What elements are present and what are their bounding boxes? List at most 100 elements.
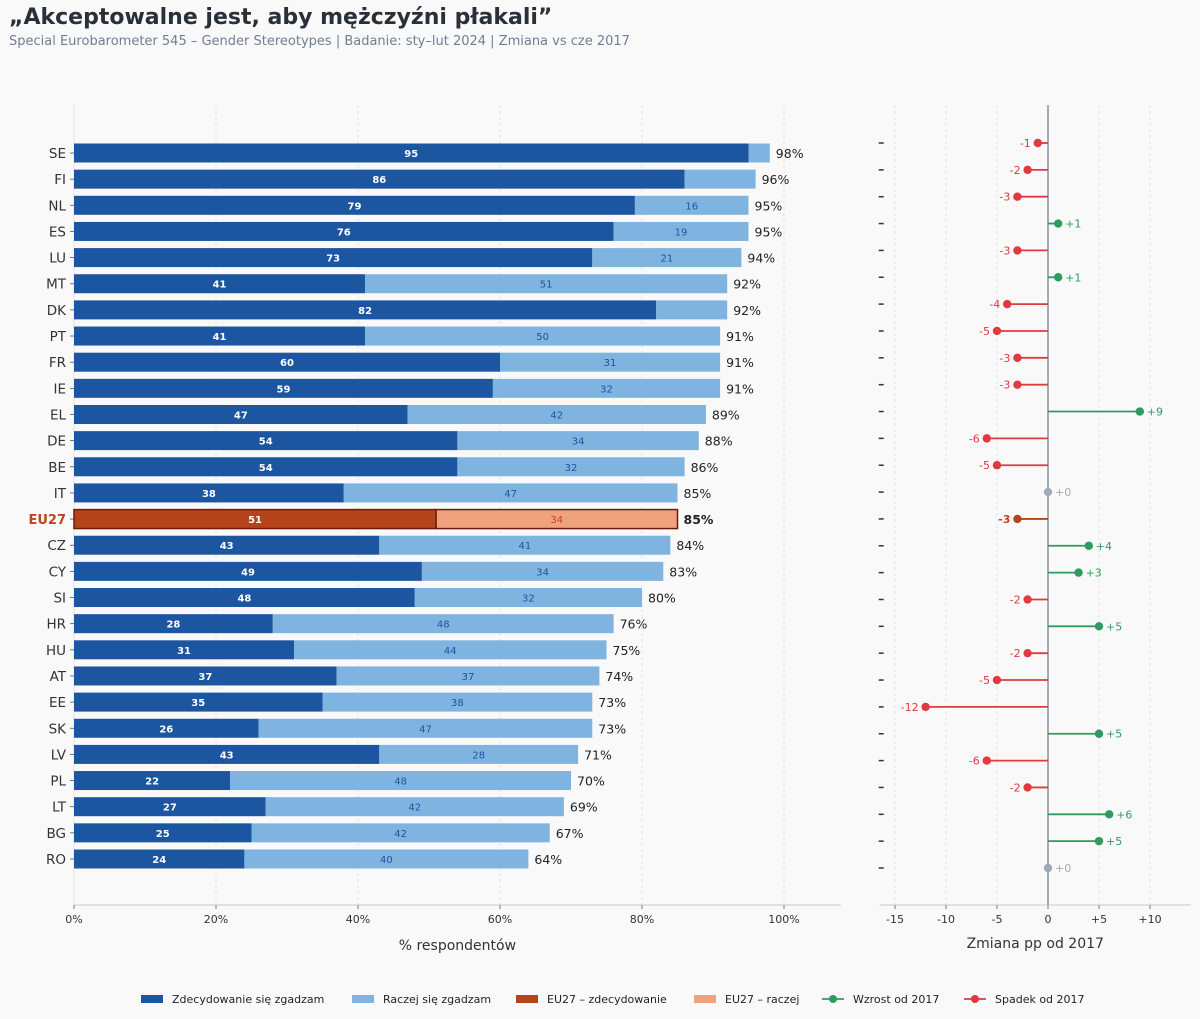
category-label: RO [46, 852, 66, 868]
bar-rather-agree [294, 640, 607, 660]
bar-value-label: 41 [518, 541, 531, 552]
chart-title: „Akceptowalne jest, aby mężczyźni płakal… [9, 5, 553, 30]
total-label: 74% [605, 669, 633, 684]
total-label: 91% [726, 381, 754, 396]
total-label: 92% [733, 277, 761, 292]
bar-value-label: 42 [550, 410, 563, 421]
category-label: SE [49, 146, 66, 162]
bar-rather-agree [500, 352, 721, 372]
change-label: -3 [999, 191, 1010, 204]
total-label: 96% [762, 172, 790, 187]
bar-value-label: 47 [504, 489, 517, 500]
x-tick-label: +5 [1091, 913, 1107, 926]
bar-strongly-agree [74, 797, 266, 817]
change-label: +0 [1055, 862, 1071, 875]
change-label: -6 [969, 755, 980, 768]
lollipop-dot [1084, 541, 1094, 550]
bar-value-label: 48 [394, 777, 407, 788]
category-label: EU27 [28, 513, 66, 528]
bar-value-label: 42 [408, 803, 421, 814]
lollipop-dot [1043, 487, 1053, 497]
bar-value-label: 48 [437, 620, 450, 631]
bar-value-label: 51 [248, 515, 262, 526]
bar-value-label: 40 [380, 855, 393, 866]
bar-strongly-agree [74, 352, 500, 372]
bar-value-label: 59 [276, 384, 290, 395]
bar-strongly-agree [74, 640, 295, 660]
bar-rather-agree [272, 614, 614, 634]
bar-value-label: 44 [444, 646, 457, 657]
bar-strongly-agree [74, 718, 259, 738]
bar-strongly-agree [74, 561, 422, 581]
bar-rather-agree [322, 692, 593, 712]
change-label: -1 [1020, 137, 1031, 150]
bar-value-label: 43 [220, 750, 234, 761]
category-label: MT [46, 277, 67, 293]
lollipop-dot [1135, 407, 1145, 416]
category-label: HU [46, 643, 66, 659]
change-label: +1 [1065, 271, 1081, 284]
bar-strongly-agree [74, 771, 231, 791]
x-axis-title: Zmiana pp od 2017 [967, 936, 1104, 952]
change-label: -2 [1010, 647, 1021, 660]
bar-strongly-agree [74, 248, 593, 268]
bar-value-label: 34 [572, 437, 585, 448]
bar-strongly-agree [74, 614, 273, 634]
legend-swatch [141, 995, 163, 1003]
bar-rather-agree [379, 535, 671, 555]
lollipop-dot [992, 675, 1002, 685]
change-label: -3 [999, 379, 1010, 392]
category-label: PT [50, 329, 67, 345]
bar-rather-agree [365, 274, 728, 294]
bar-strongly-agree [74, 300, 657, 320]
bar-value-label: 26 [159, 724, 173, 735]
bar-value-label: 49 [241, 567, 255, 578]
lollipop-dot [982, 434, 991, 443]
bar-strongly-agree [74, 378, 493, 398]
bar-value-label: 47 [419, 724, 432, 735]
legend-swatch [352, 995, 374, 1003]
bar-strongly-agree [74, 404, 408, 424]
legend-marker [971, 995, 979, 1003]
bar-rather-agree [656, 300, 728, 320]
bar-rather-agree [365, 326, 721, 346]
bar-strongly-agree [74, 588, 415, 608]
lollipop-dot [1054, 219, 1063, 228]
change-label: +5 [1106, 728, 1122, 741]
category-label: CY [49, 564, 67, 580]
bar-value-label: 50 [536, 332, 549, 343]
bar-rather-agree [684, 169, 756, 189]
bar-value-label: 16 [685, 201, 698, 212]
total-label: 71% [584, 747, 612, 762]
bar-value-label: 21 [660, 254, 673, 265]
bar-rather-agree [613, 221, 749, 241]
total-label: 94% [747, 251, 775, 266]
bar-strongly-agree [74, 823, 252, 843]
bar-value-label: 73 [326, 254, 340, 265]
total-label: 75% [613, 643, 641, 658]
x-tick-label: 60% [488, 913, 512, 926]
bar-rather-agree [492, 378, 721, 398]
bar-rather-agree [457, 457, 685, 477]
bar-strongly-agree [74, 535, 380, 555]
bar-value-label: 25 [156, 829, 170, 840]
bar-value-label: 54 [259, 437, 273, 448]
bar-rather-agree [634, 195, 749, 215]
bar-value-label: 42 [394, 829, 407, 840]
bar-value-label: 32 [522, 594, 535, 605]
lollipop-dot [992, 461, 1002, 470]
lollipop-dot [1023, 595, 1032, 604]
bar-value-label: 82 [358, 306, 372, 317]
bar-strongly-agree [74, 195, 635, 215]
category-label: BG [47, 826, 67, 842]
bar-strongly-agree [74, 692, 323, 712]
lollipop-dot [1094, 836, 1104, 846]
legend-label: Wzrost od 2017 [853, 993, 939, 1006]
bar-value-label: 79 [347, 201, 361, 212]
bar-value-label: 41 [213, 280, 227, 291]
total-label: 76% [620, 617, 648, 632]
lollipop-dot [1094, 729, 1104, 738]
category-label: BE [48, 460, 66, 476]
x-tick-label: 80% [630, 913, 654, 926]
bar-rather-agree [251, 823, 550, 843]
